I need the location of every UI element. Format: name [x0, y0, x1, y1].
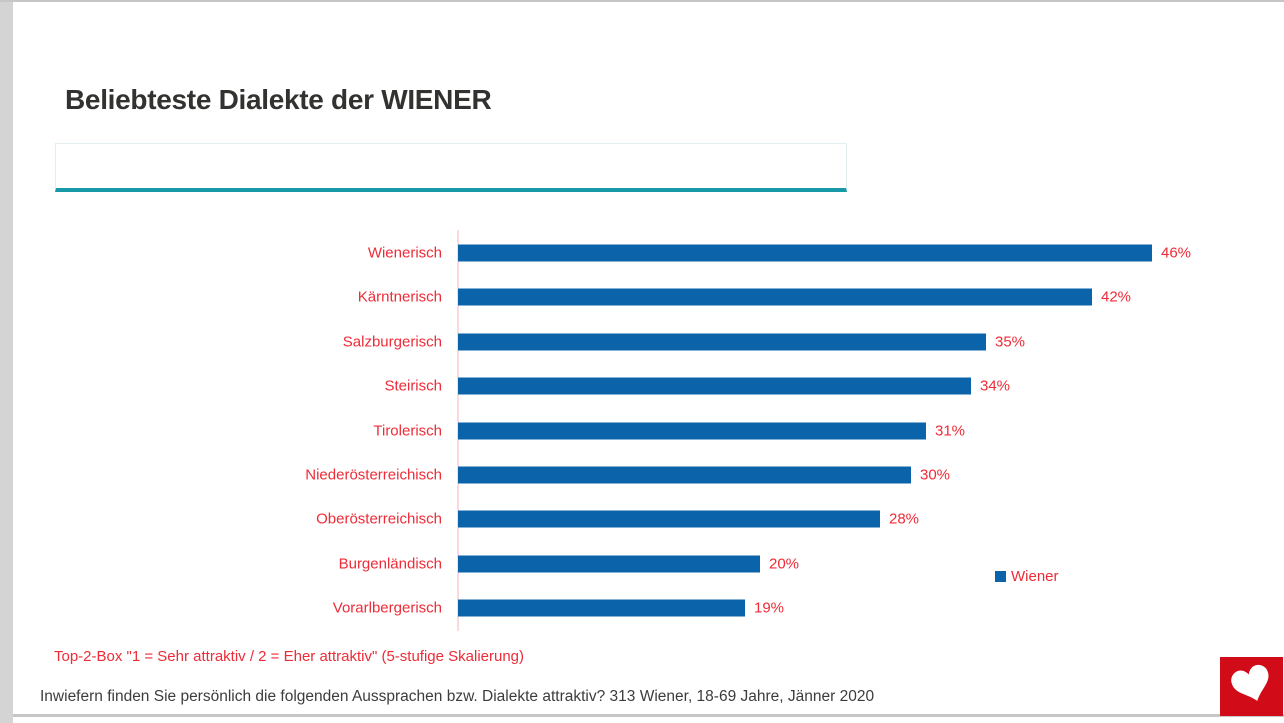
heart-icon	[1230, 664, 1271, 707]
chart-row: Kärntnerisch 42%	[0, 275, 1284, 319]
bar[interactable]	[458, 466, 911, 484]
bar[interactable]	[458, 288, 1092, 306]
category-label: Wienerisch	[367, 244, 442, 262]
category-label: Niederösterreichisch	[305, 466, 442, 484]
value-label: 19%	[754, 599, 785, 617]
value-label: 28%	[889, 510, 920, 528]
chart-rows: Wienerisch 46% Kärntnerisch 42% Salzburg…	[0, 231, 1284, 631]
chart-row: Steirisch 34%	[0, 364, 1284, 408]
bar[interactable]	[458, 244, 1152, 262]
chart-row: Niederösterreichisch 30%	[0, 453, 1284, 497]
value-label: 35%	[995, 333, 1026, 351]
empty-slicer-box[interactable]	[55, 143, 847, 192]
category-label: Burgenländisch	[338, 555, 442, 573]
value-label: 46%	[1161, 244, 1192, 262]
category-label: Kärntnerisch	[357, 288, 442, 306]
bar[interactable]	[458, 555, 760, 573]
value-label: 30%	[920, 466, 951, 484]
value-label: 34%	[980, 377, 1011, 395]
bar[interactable]	[458, 510, 880, 528]
legend-swatch	[995, 571, 1006, 582]
window-left-margin	[0, 0, 13, 723]
chart-row: Wienerisch 46%	[0, 231, 1284, 275]
bar[interactable]	[458, 422, 926, 440]
bar[interactable]	[458, 377, 971, 395]
chart-row: Salzburgerisch 35%	[0, 320, 1284, 364]
category-label: Vorarlbergerisch	[332, 599, 442, 617]
legend-item-wiener[interactable]: Wiener	[995, 569, 1059, 584]
category-label: Salzburgerisch	[342, 333, 442, 351]
value-label: 42%	[1101, 288, 1132, 306]
bar[interactable]	[458, 333, 986, 351]
chart-row: Burgenländisch 20%	[0, 542, 1284, 586]
window-top-border	[0, 0, 1284, 2]
category-label: Steirisch	[384, 377, 442, 395]
footnote-text: Top-2-Box "1 = Sehr attraktiv / 2 = Eher…	[54, 648, 525, 665]
value-label: 31%	[935, 422, 966, 440]
legend-label: Wiener	[1011, 568, 1059, 585]
bar[interactable]	[458, 599, 745, 617]
value-label: 20%	[769, 555, 800, 573]
category-label: Tirolerisch	[373, 422, 442, 440]
chart-row: Oberösterreichisch 28%	[0, 497, 1284, 541]
category-label: Oberösterreichisch	[316, 510, 442, 528]
window-bottom-border	[13, 714, 1284, 717]
page-title: Beliebteste Dialekte der WIENER	[65, 84, 492, 115]
survey-question-text: Inwiefern finden Sie persönlich die folg…	[40, 688, 875, 705]
chart-row: Vorarlbergerisch 19%	[0, 586, 1284, 630]
chart-row: Tirolerisch 31%	[0, 409, 1284, 453]
heart-logo	[1220, 657, 1283, 716]
